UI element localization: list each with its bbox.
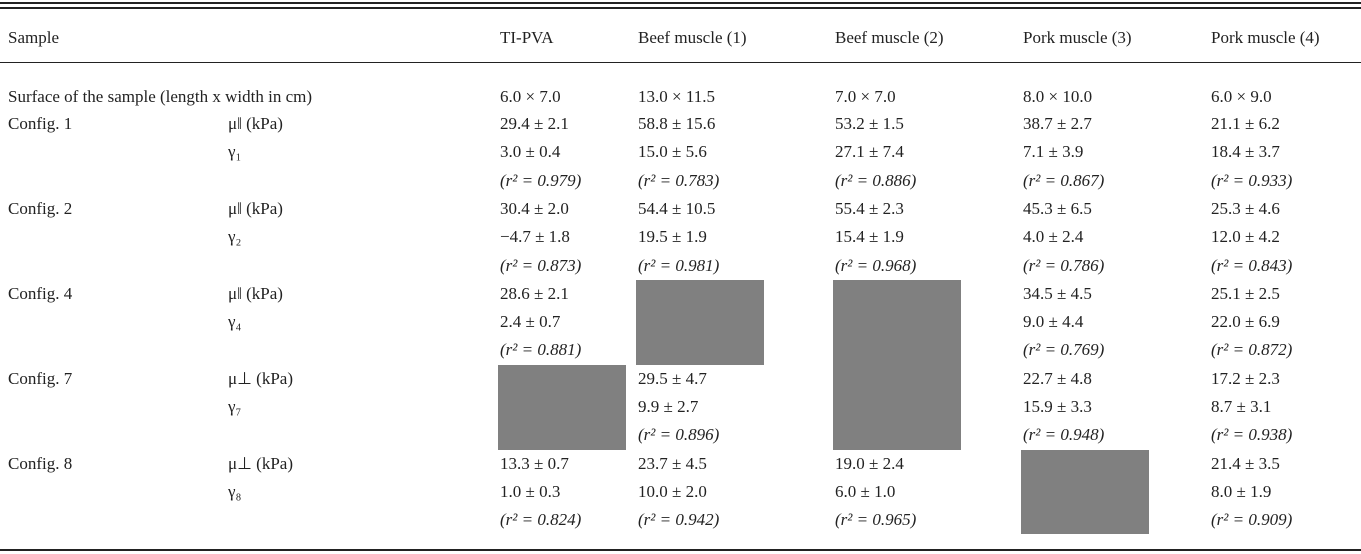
row-label: Surface of the sample (length x width in… <box>8 87 313 106</box>
param-label: γ₄ <box>228 312 242 332</box>
param-label: γ₈ <box>228 481 242 501</box>
cell: 7.1 ± 3.9 <box>1023 142 1084 162</box>
cell: (r² = 0.909) <box>1211 510 1293 530</box>
param-label: μ⊥ (kPa) <box>228 453 293 473</box>
cell: (r² = 0.942) <box>638 510 720 530</box>
cell: (r² = 0.896) <box>638 425 720 445</box>
cell: (r² = 0.881) <box>500 340 582 360</box>
cell: 8.7 ± 3.1 <box>1211 397 1272 416</box>
param-label: μ‖ (kPa) <box>228 114 283 133</box>
cell: (r² = 0.938) <box>1211 425 1293 445</box>
cell: 21.4 ± 3.5 <box>1211 453 1280 473</box>
cell: 6.0 × 7.0 <box>500 87 561 106</box>
cell: (r² = 0.965) <box>835 510 917 530</box>
cell: 21.1 ± 6.2 <box>1211 114 1280 133</box>
cell: (r² = 0.968) <box>835 255 917 275</box>
cell: (r² = 0.872) <box>1211 340 1293 360</box>
empty-cell <box>833 279 961 365</box>
cell: (r² = 0.769) <box>1023 340 1105 360</box>
bottom-rule <box>0 549 1361 551</box>
cell: 27.1 ± 7.4 <box>835 142 904 162</box>
cell: 23.7 ± 4.5 <box>638 453 707 473</box>
header-rule <box>0 62 1361 63</box>
cell: 9.0 ± 4.4 <box>1023 312 1084 332</box>
cell: 45.3 ± 6.5 <box>1023 198 1092 218</box>
header-cell: Sample <box>8 28 59 47</box>
row-label: Config. 1 <box>8 114 73 133</box>
cell: (r² = 0.786) <box>1023 255 1105 275</box>
cell: 17.2 ± 2.3 <box>1211 368 1280 388</box>
cell: 13.3 ± 0.7 <box>500 453 569 473</box>
cell: 38.7 ± 2.7 <box>1023 114 1092 133</box>
cell: 15.0 ± 5.6 <box>638 142 707 162</box>
cell: 4.0 ± 2.4 <box>1023 227 1084 247</box>
cell: 25.3 ± 4.6 <box>1211 198 1280 218</box>
cell: 30.4 ± 2.0 <box>500 198 569 218</box>
cell: 19.0 ± 2.4 <box>835 453 904 473</box>
empty-cell <box>498 364 626 450</box>
empty-cell <box>1021 449 1149 535</box>
cell: 54.4 ± 10.5 <box>638 198 716 218</box>
cell: 1.0 ± 0.3 <box>500 481 561 501</box>
row-label: Config. 2 <box>8 198 73 218</box>
row-label: Config. 8 <box>8 453 73 473</box>
cell: 34.5 ± 4.5 <box>1023 283 1092 303</box>
header-cell: TI-PVA <box>500 28 554 47</box>
header-cell: Beef muscle (1) <box>638 28 747 47</box>
cell: 12.0 ± 4.2 <box>1211 227 1280 247</box>
header-cell: Pork muscle (3) <box>1023 28 1132 47</box>
cell: (r² = 0.843) <box>1211 255 1293 275</box>
cell: 9.9 ± 2.7 <box>638 397 699 416</box>
cell: (r² = 0.933) <box>1211 170 1293 190</box>
cell: 18.4 ± 3.7 <box>1211 142 1280 162</box>
empty-cell <box>833 364 961 450</box>
header-cell: Beef muscle (2) <box>835 28 944 47</box>
cell: 13.0 × 11.5 <box>638 87 715 106</box>
cell: (r² = 0.948) <box>1023 425 1105 445</box>
param-label: γ₇ <box>228 397 242 416</box>
param-label: μ‖ (kPa) <box>228 198 283 218</box>
param-label: μ‖ (kPa) <box>228 283 283 303</box>
row-label: Config. 4 <box>8 283 73 303</box>
cell: 58.8 ± 15.6 <box>638 114 716 133</box>
cell: (r² = 0.981) <box>638 255 720 275</box>
cell: 15.9 ± 3.3 <box>1023 397 1092 416</box>
row-label: Config. 7 <box>8 368 73 388</box>
cell: 29.4 ± 2.1 <box>500 114 569 133</box>
cell: 53.2 ± 1.5 <box>835 114 904 133</box>
header-cell: Pork muscle (4) <box>1211 28 1320 47</box>
top-rule <box>0 7 1361 9</box>
cell: 3.0 ± 0.4 <box>500 142 561 162</box>
cell: 2.4 ± 0.7 <box>500 312 561 332</box>
cell: (r² = 0.824) <box>500 510 582 530</box>
param-label: μ⊥ (kPa) <box>228 368 293 388</box>
cell: (r² = 0.979) <box>500 170 582 190</box>
cell: 55.4 ± 2.3 <box>835 198 904 218</box>
cell: (r² = 0.867) <box>1023 170 1105 190</box>
cell: 15.4 ± 1.9 <box>835 227 904 247</box>
cell: 6.0 ± 1.0 <box>835 481 896 501</box>
cell: (r² = 0.873) <box>500 255 582 275</box>
cell: 8.0 × 10.0 <box>1023 87 1093 106</box>
cell: 22.7 ± 4.8 <box>1023 368 1092 388</box>
top-rule <box>0 2 1361 4</box>
param-label: γ₁ <box>228 142 242 162</box>
cell: −4.7 ± 1.8 <box>500 227 570 247</box>
cell: 7.0 × 7.0 <box>835 87 896 106</box>
cell: 8.0 ± 1.9 <box>1211 481 1272 501</box>
cell: (r² = 0.783) <box>638 170 720 190</box>
cell: 22.0 ± 6.9 <box>1211 312 1280 332</box>
empty-cell <box>636 279 764 365</box>
cell: 10.0 ± 2.0 <box>638 481 707 501</box>
cell: 25.1 ± 2.5 <box>1211 283 1280 303</box>
cell: 6.0 × 9.0 <box>1211 87 1272 106</box>
cell: 29.5 ± 4.7 <box>638 368 707 388</box>
cell: 19.5 ± 1.9 <box>638 227 707 247</box>
param-label: γ₂ <box>228 227 242 247</box>
cell: (r² = 0.886) <box>835 170 917 190</box>
cell: 28.6 ± 2.1 <box>500 283 569 303</box>
